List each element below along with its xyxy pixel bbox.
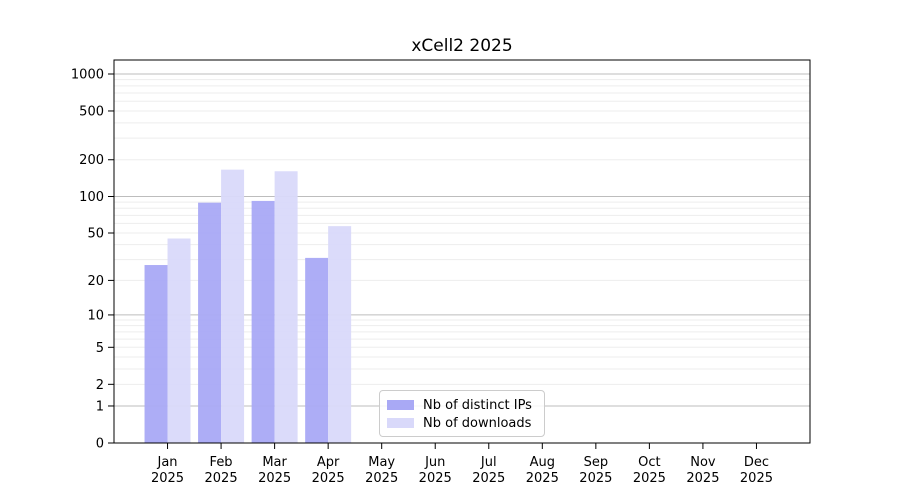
legend: Nb of distinct IPs Nb of downloads [379,390,545,437]
bar-downloads-mar [274,171,298,443]
y-tick-label: 2 [96,378,104,393]
legend-swatch-downloads-icon [387,418,414,428]
x-tick-label-year: 2025 [579,471,612,486]
y-tick-label: 0 [96,437,104,452]
x-tick-label-month: Jul [480,455,497,470]
x-tick-label-year: 2025 [312,471,345,486]
bar-distinct-ips-mar [251,200,275,443]
bar-downloads-apr [328,226,352,443]
x-tick-label-year: 2025 [633,471,666,486]
x-tick-label-month: Oct [638,455,660,470]
y-tick-label: 10 [87,308,104,323]
x-tick-label-month: Mar [262,455,287,470]
x-tick-label-month: Jun [424,455,445,470]
x-tick-label-month: Dec [744,455,769,470]
x-tick-label-month: Feb [210,455,233,470]
x-tick-label-year: 2025 [365,471,398,486]
y-tick-label: 100 [79,190,104,205]
bar-distinct-ips-jan [144,265,168,443]
x-tick-label-year: 2025 [419,471,452,486]
x-tick-label-year: 2025 [258,471,291,486]
legend-item-distinct-ips: Nb of distinct IPs [387,397,536,414]
legend-item-downloads: Nb of downloads [387,415,536,432]
x-tick-label-month: Jan [157,455,178,470]
chart-title: xCell2 2025 [411,36,513,56]
y-tick-label: 5 [96,341,104,356]
x-tick-label-year: 2025 [526,471,559,486]
y-tick-label: 500 [79,104,104,119]
bar-distinct-ips-apr [305,257,329,443]
bar-distinct-ips-feb [198,202,222,443]
legend-label-downloads: Nb of downloads [423,415,532,431]
x-tick-label-month: Nov [690,455,716,470]
x-tick-label-year: 2025 [151,471,184,486]
x-tick-label-year: 2025 [740,471,773,486]
legend-swatch-distinct-ips-icon [387,400,414,410]
x-tick-label-year: 2025 [472,471,505,486]
bar-downloads-jan [167,238,191,443]
x-tick-label-year: 2025 [205,471,238,486]
y-tick-label: 200 [79,153,104,168]
y-tick-label: 50 [87,226,104,241]
y-tick-label: 1000 [71,68,104,83]
bar-downloads-feb [221,169,245,443]
x-tick-label-month: Sep [584,455,609,470]
legend-label-distinct-ips: Nb of distinct IPs [423,397,532,413]
x-tick-label-month: Aug [530,455,555,470]
plot-border [113,59,811,444]
x-tick-label-month: May [368,455,395,470]
x-tick-label-month: Apr [317,455,340,470]
y-tick-label: 20 [87,274,104,289]
x-tick-label-year: 2025 [686,471,719,486]
y-tick-label: 1 [96,399,104,414]
